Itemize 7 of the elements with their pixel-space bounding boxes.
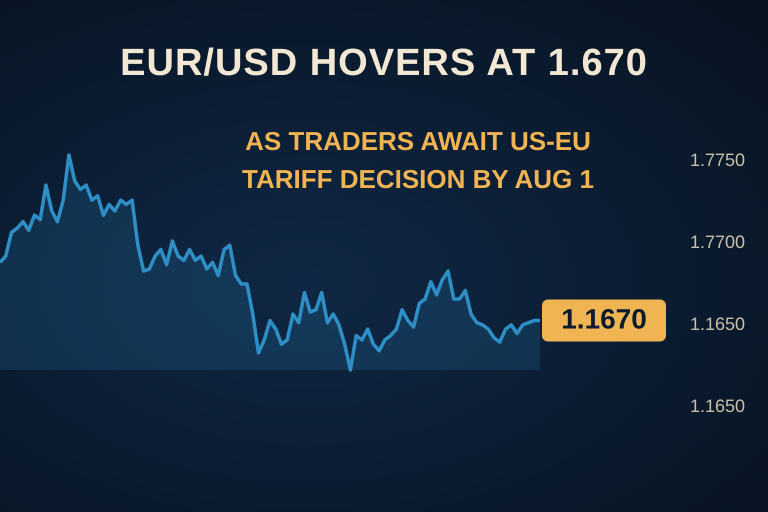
text: 1.1650 <box>690 314 746 335</box>
chart-title: EUR/USD HOVERS AT 1.670 <box>119 42 649 85</box>
text: 1.7700 <box>690 232 746 253</box>
text: 1.1670 <box>561 304 647 335</box>
chart-subtitle: AS TRADERS AWAIT US-EU TARIFF DECISION BY AUG 1 <box>241 125 595 196</box>
text: 1.1650 <box>690 396 746 417</box>
text: 1.7750 <box>690 150 746 171</box>
